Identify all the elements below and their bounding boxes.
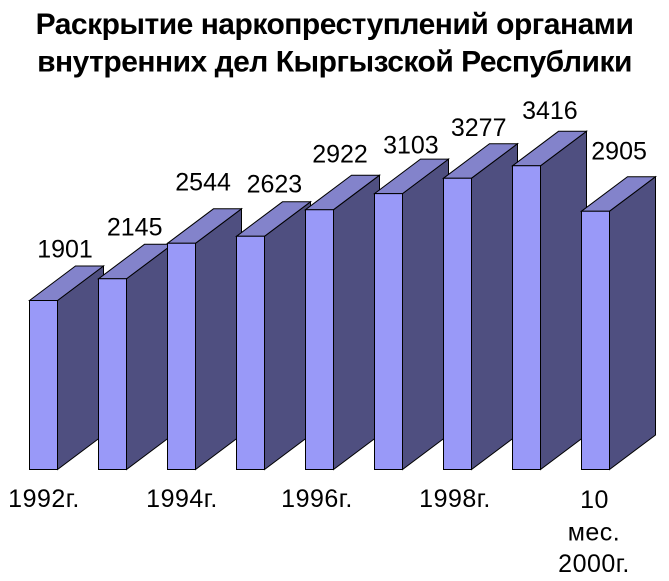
svg-text:мес.: мес. [568,519,621,547]
svg-text:3277: 3277 [451,114,507,142]
svg-text:2544: 2544 [175,169,231,197]
svg-text:2145: 2145 [107,214,163,242]
svg-text:внутренних дел Кыргызской Респ: внутренних дел Кыргызской Республики [37,45,632,78]
svg-text:2000г.: 2000г. [558,550,630,578]
svg-text:3103: 3103 [383,132,439,160]
svg-text:3416: 3416 [522,97,578,125]
svg-text:2623: 2623 [247,170,303,198]
svg-text:1994г.: 1994г. [146,485,218,513]
svg-text:2922: 2922 [312,141,368,169]
svg-text:Раскрытие наркопреступлений ор: Раскрытие наркопреступлений органами [36,8,634,41]
svg-text:1998г.: 1998г. [419,485,491,513]
svg-text:2905: 2905 [591,138,647,166]
svg-text:1992г.: 1992г. [8,485,80,513]
svg-text:1901: 1901 [37,235,93,263]
svg-text:10: 10 [580,486,609,514]
svg-text:1996г.: 1996г. [281,485,353,513]
